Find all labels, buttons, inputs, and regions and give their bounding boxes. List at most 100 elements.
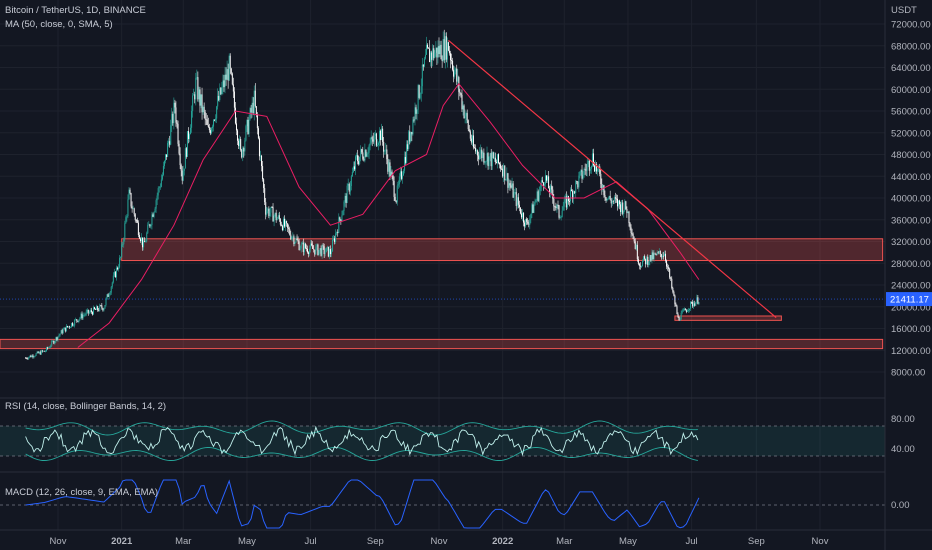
rsi-bollinger-lower [25,447,698,461]
candle-body [698,302,700,304]
candle-body [121,244,123,257]
candle-body [551,185,553,190]
candle-body [246,119,248,127]
candle-body [225,74,227,80]
candle-body [270,206,272,213]
candle-body [86,309,88,312]
candle-body [302,242,304,253]
candle-body [237,130,239,141]
candle-body [374,133,376,136]
candle-body [694,303,696,306]
candle-body [411,131,413,135]
candle-body [161,174,163,180]
candle-body [563,199,565,207]
candle-body [585,169,587,171]
time-tick: Nov [50,536,67,547]
candle-body [238,140,240,147]
support-resistance-zone[interactable] [674,315,782,321]
candle-body [438,46,440,55]
candle-body [515,192,517,206]
descending-trendline[interactable] [448,39,777,319]
candle-body [285,221,287,227]
candle-body [489,153,491,157]
candle-body [90,310,92,313]
candle-body [594,165,596,172]
candle-body [135,220,137,221]
candle-body [484,161,486,163]
candle-body [266,211,268,215]
candle-body [56,337,58,341]
candle-body [615,198,617,200]
candle-body [642,260,644,267]
candle-body [462,105,464,110]
candle-body [205,119,207,121]
candle-body [222,80,224,88]
candle-body [407,144,409,149]
rsi-legend[interactable]: RSI (14, close, Bollinger Bands, 14, 2) [5,401,167,412]
candle-body [636,244,638,260]
candle-body [167,142,169,157]
price-tick: 56000.00 [891,107,931,118]
candle-body [59,333,61,336]
candle-body [154,208,156,213]
symbol-title[interactable]: Bitcoin / TetherUS, 1D, BINANCE [5,5,146,16]
candle-body [221,87,223,94]
candle-body [279,219,281,225]
candle-body [469,131,471,139]
candle-body [76,319,78,321]
candle-body [219,87,221,101]
candle-body [202,106,204,113]
ma-legend[interactable]: MA (50, close, 0, SMA, 5) [5,19,113,30]
candle-body [118,267,120,270]
price-axis[interactable] [885,0,932,530]
candle-body [106,294,108,299]
candle-body [683,308,685,311]
rsi-tick-40: 40.00 [891,444,915,455]
support-resistance-zone[interactable] [0,338,884,350]
price-tick: 8000.00 [891,368,925,379]
candle-body [648,262,650,266]
candle-body [376,145,378,146]
macd-pane[interactable] [0,479,885,529]
candle-body [676,306,678,315]
candle-body [78,319,80,322]
candle-body [138,235,140,239]
candle-body [398,176,400,185]
candle-body [145,241,147,243]
candle-body [146,233,148,242]
candle-body [44,351,46,352]
rsi-pane[interactable] [0,420,885,461]
macd-legend[interactable]: MACD (12, 26, close, 9, EMA, EMA) [5,487,159,498]
candle-body [576,181,578,183]
candle-body [362,152,364,159]
candle-body [611,200,613,204]
candle-body [626,208,628,214]
candle-body [678,317,680,321]
candle-body [130,193,132,207]
candle-body [143,241,145,248]
candle-body [116,267,118,270]
candle-body [301,242,303,245]
candle-body [612,200,614,202]
candle-body [35,353,37,356]
candle-body [625,201,627,209]
candle-body [447,42,449,51]
candle-body [634,241,636,250]
candle-body [262,166,264,180]
time-axis[interactable]: Nov 2021 Mar May Jul Sep Nov 2022 Mar May Jul Sep No… [50,536,829,547]
candle-body [650,255,652,261]
support-resistance-zone[interactable] [121,238,884,262]
candle-body [388,162,390,172]
candle-body [241,149,243,158]
time-tick: Sep [367,536,384,547]
candle-body [63,327,65,330]
candle-body [47,347,49,349]
candle-body [629,223,631,228]
candle-body [568,201,570,202]
price-pane[interactable] [0,0,885,530]
candle-body [265,202,267,215]
candle-body [610,199,612,204]
candle-body [351,172,353,177]
candle-body [195,77,197,100]
